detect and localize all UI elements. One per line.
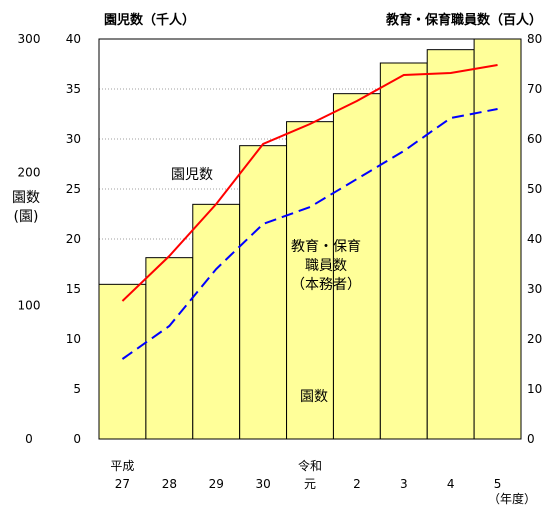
annotation-staff-line1: 教育・保育: [291, 239, 361, 255]
right-tick-label: 60: [527, 132, 542, 146]
bar: [98, 283, 147, 440]
year-unit-label: （年度）: [488, 491, 536, 506]
category-tick-label: 4: [447, 477, 455, 491]
left-tick-label: 20: [66, 232, 81, 246]
category-tick-label: 5: [494, 477, 502, 491]
line-series-staff: [121, 108, 498, 360]
bar: [473, 38, 522, 440]
bar: [145, 257, 194, 440]
axis-ticks: 0510152025303540010203040506070800100200…: [18, 32, 543, 491]
plot-frame: [98, 38, 522, 440]
left-tick-label: 0: [73, 432, 81, 446]
left-tick-label: 30: [66, 132, 81, 146]
bar: [426, 49, 475, 440]
right-axis-title: 教育・保育職員数（百人）: [385, 12, 542, 28]
annotation-children: 園児数: [171, 167, 213, 183]
kindergarten-tick-label: 100: [18, 299, 41, 313]
line-series-layer: [121, 64, 498, 360]
right-tick-label: 0: [527, 432, 535, 446]
kindergarten-axis-title: 園数: [12, 190, 40, 206]
era-label: 平成: [110, 459, 134, 473]
left-tick-label: 35: [66, 82, 81, 96]
annotation-staff-line3: （本務者）: [291, 277, 361, 293]
right-tick-label: 30: [527, 282, 542, 296]
left-axis-title: 園児数（千人）: [104, 12, 195, 28]
annotation-kindergartens: 園数: [300, 389, 328, 405]
right-tick-label: 50: [527, 182, 542, 196]
category-tick-label: 30: [255, 477, 270, 491]
bar: [192, 203, 241, 440]
left-tick-label: 25: [66, 182, 81, 196]
bar: [239, 145, 288, 440]
category-tick-label: 元: [304, 477, 316, 491]
left-tick-label: 15: [66, 282, 81, 296]
era-label: 令和: [298, 458, 322, 473]
left-tick-label: 10: [66, 332, 81, 346]
right-tick-label: 40: [527, 232, 542, 246]
category-tick-label: 27: [115, 477, 130, 491]
bar: [379, 62, 428, 440]
right-tick-label: 10: [527, 382, 542, 396]
line-series-children: [121, 64, 498, 302]
left-tick-label: 40: [66, 32, 81, 46]
right-tick-label: 20: [527, 332, 542, 346]
category-tick-label: 2: [353, 477, 361, 491]
right-tick-label: 80: [527, 32, 542, 46]
annotation-staff-line2: 職員数: [305, 258, 347, 274]
bar-series-kindergartens: [98, 38, 522, 440]
kindergarten-axis-unit: (園): [14, 209, 39, 225]
left-tick-label: 5: [73, 382, 81, 396]
category-tick-label: 29: [209, 477, 224, 491]
kindergarten-tick-label: 200: [18, 165, 41, 179]
category-tick-label: 3: [400, 477, 408, 491]
kindergarten-tick-label: 0: [25, 432, 33, 446]
right-tick-label: 70: [527, 82, 542, 96]
kindergarten-tick-label: 300: [18, 32, 41, 46]
category-tick-label: 28: [162, 477, 177, 491]
